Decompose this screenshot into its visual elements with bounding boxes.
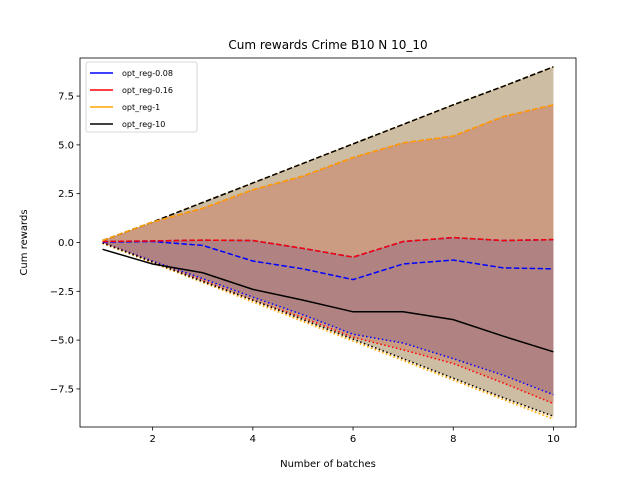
x-tick-label: 8 (450, 434, 456, 445)
y-tick-label: 7.5 (58, 92, 74, 103)
x-axis-label: Number of batches (280, 459, 376, 470)
lower-bound-opt-reg-1 (102, 242, 554, 420)
lower-bound-opt-reg-10 (102, 242, 554, 417)
y-tick-label: 0.0 (58, 238, 74, 249)
legend-label-opt-reg-0-16: opt_reg-0.16 (122, 86, 173, 95)
y-axis-label: Cum rewards (19, 209, 30, 275)
line-opt-reg-10 (102, 248, 554, 353)
y-tick-label: 5.0 (58, 140, 74, 151)
x-tick-label: 10 (547, 434, 560, 445)
legend-label-opt-reg-1: opt_reg-1 (122, 103, 160, 112)
band-opt-reg-0-16 (102, 104, 554, 404)
line-opt-reg-0-16 (102, 236, 554, 258)
chart-title: Cum rewards Crime B10 N 10_10 (228, 38, 427, 52)
legend-label-opt-reg-0-08: opt_reg-0.08 (122, 69, 173, 78)
confidence-bands (102, 66, 554, 420)
legend-label-opt-reg-10: opt_reg-10 (122, 120, 165, 129)
y-tick-label: −7.5 (50, 384, 74, 395)
legend: opt_reg-0.08 opt_reg-0.16 opt_reg-1 opt_reg… (85, 61, 198, 133)
band-opt-reg-10 (102, 66, 554, 417)
x-tick-label: 4 (250, 434, 256, 445)
legend-box (85, 61, 198, 133)
line-opt-reg-0-08 (102, 240, 554, 281)
band-opt-reg-1 (102, 66, 554, 420)
series-lines (102, 66, 554, 420)
lower-bound-opt-reg-0-08 (102, 241, 554, 396)
y-tick-label: −2.5 (50, 287, 74, 298)
y-tick-label: −5.0 (50, 336, 74, 347)
y-axis: −7.5 −5.0 −2.5 0.0 2.5 5.0 7.5 (50, 92, 80, 395)
line-opt-reg-1 (102, 104, 554, 242)
x-tick-label: 6 (350, 434, 356, 445)
x-axis: 2 4 6 8 10 (149, 427, 560, 445)
upper-bound-opt-reg-10 (102, 66, 554, 242)
y-tick-label: 2.5 (58, 189, 74, 200)
x-tick-label: 2 (149, 434, 155, 445)
